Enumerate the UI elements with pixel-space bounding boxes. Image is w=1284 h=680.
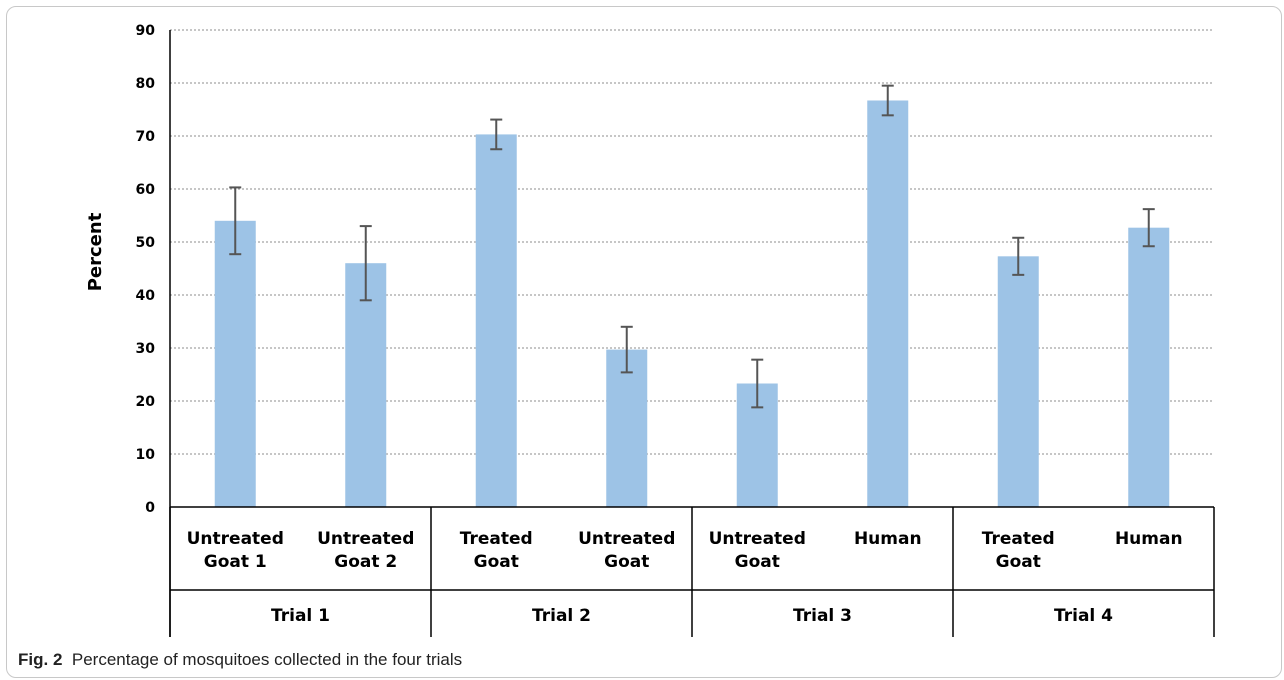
error-bars	[229, 84, 1155, 409]
caption-text: Percentage of mosquitoes collected in th…	[71, 650, 463, 669]
group-label: Trial 2	[532, 606, 591, 626]
group-label: Trial 1	[271, 606, 330, 626]
axes	[169, 30, 1215, 637]
caption-label: Fig. 2	[18, 650, 63, 669]
bar	[997, 256, 1039, 507]
category-label: Goat	[604, 552, 649, 572]
category-label: Untreated	[709, 529, 806, 549]
y-tick-label: 70	[136, 129, 156, 145]
bar	[345, 263, 387, 507]
y-tick-label: 40	[136, 288, 156, 304]
group-label: Trial 3	[793, 606, 852, 626]
bars	[214, 100, 1170, 508]
category-label: Untreated	[187, 529, 284, 549]
y-axis-title: Percent	[85, 212, 106, 291]
gridlines	[170, 29, 1214, 455]
category-label: Goat	[474, 552, 519, 572]
group-label: Trial 4	[1054, 606, 1113, 626]
bar	[606, 349, 648, 507]
bar	[214, 220, 256, 508]
bar	[1128, 227, 1170, 507]
bar	[475, 134, 517, 507]
category-label: Untreated	[317, 529, 414, 549]
y-tick-label: 10	[136, 447, 156, 463]
figure-frame	[6, 6, 1282, 678]
y-tick-label: 20	[136, 394, 156, 410]
category-label: Human	[854, 529, 922, 549]
category-label: Goat 2	[334, 552, 397, 572]
category-label: Treated	[982, 529, 1055, 549]
y-tick-labels: 0 10 20 30 40 50 60 70 80 90	[136, 23, 156, 516]
bar	[867, 100, 909, 508]
y-tick-label: 30	[136, 341, 156, 357]
category-label: Untreated	[578, 529, 675, 549]
y-tick-label: 90	[136, 23, 156, 39]
category-label: Goat	[996, 552, 1041, 572]
category-labels: Untreated Goat 1 Untreated Goat 2 Treated Goa…	[187, 529, 1183, 572]
y-tick-label: 60	[136, 182, 156, 198]
y-tick-label: 80	[136, 76, 156, 92]
y-tick-label: 50	[136, 235, 156, 251]
category-label: Goat 1	[204, 552, 267, 572]
figure-caption: Fig. 2 Percentage of mosquitoes collecte…	[18, 650, 462, 670]
group-labels: Trial 1 Trial 2 Trial 3 Trial 4	[271, 606, 1113, 626]
category-label: Human	[1115, 529, 1183, 549]
category-label: Goat	[735, 552, 780, 572]
y-tick-label: 0	[145, 500, 155, 516]
category-label: Treated	[460, 529, 533, 549]
